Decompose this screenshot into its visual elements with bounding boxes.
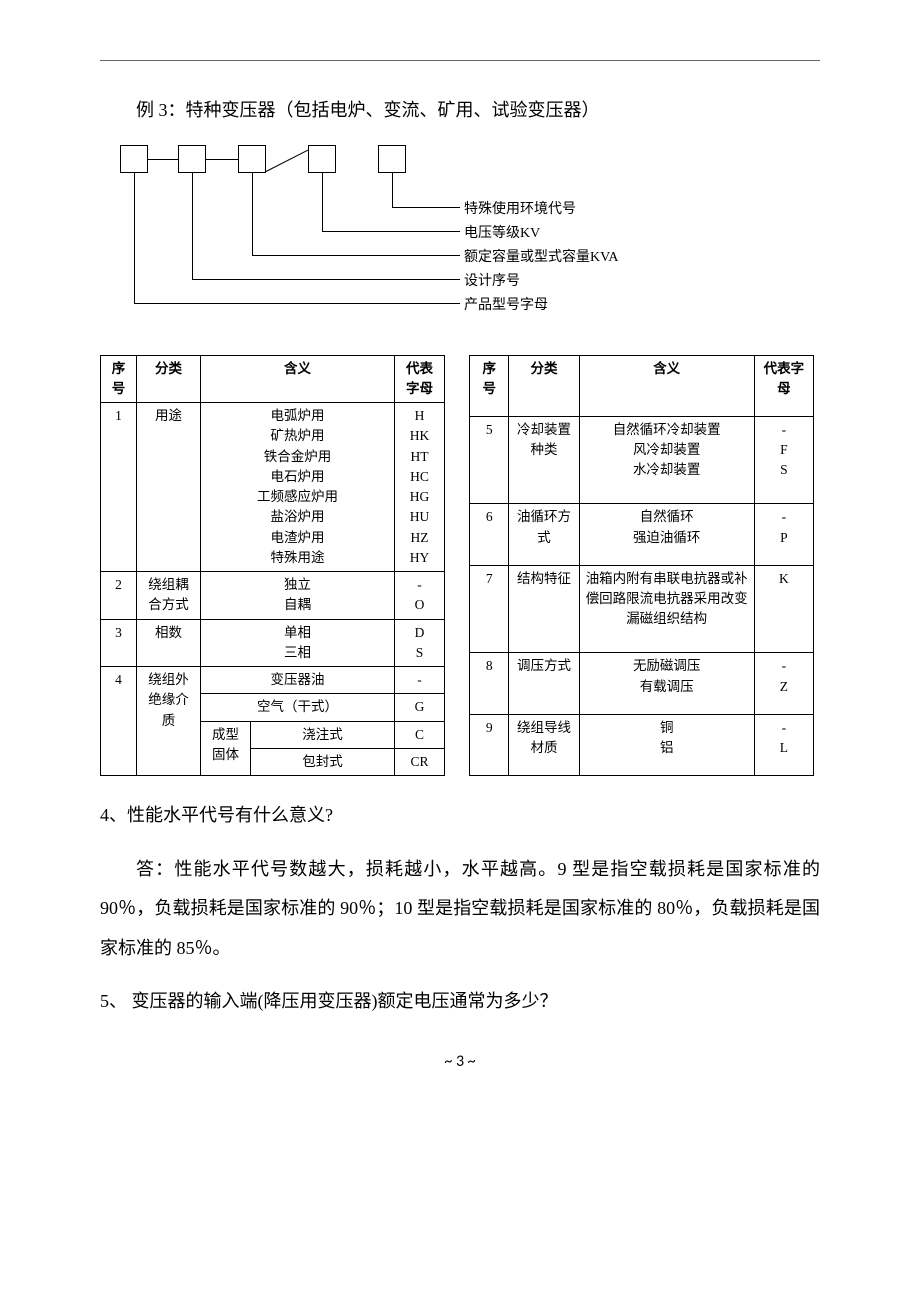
classification-table-left: 序号 分类 含义 代表字母 1 用途 电弧炉用 矿热炉用 铁合金炉用 电石炉用 … bbox=[100, 355, 445, 777]
diagram-box bbox=[238, 145, 266, 173]
th-cat: 分类 bbox=[137, 355, 201, 403]
question-5: 5、 变压器的输入端(降压用变压器)额定电压通常为多少？ bbox=[100, 982, 820, 1022]
diagram-lead bbox=[392, 207, 460, 208]
diagram-lead bbox=[252, 255, 460, 256]
th-code: 代表字母 bbox=[395, 355, 445, 403]
tables-container: 序号 分类 含义 代表字母 1 用途 电弧炉用 矿热炉用 铁合金炉用 电石炉用 … bbox=[100, 355, 820, 777]
cell-num: 5 bbox=[470, 416, 509, 504]
diagram-lead bbox=[192, 279, 460, 280]
cell-num: 4 bbox=[101, 667, 137, 776]
diagram-box bbox=[308, 145, 336, 173]
diagram-box bbox=[178, 145, 206, 173]
cell-code: - Z bbox=[754, 653, 813, 714]
cell-num: 3 bbox=[101, 619, 137, 667]
cell-mean: 自然循环冷却装置 风冷却装置 水冷却装置 bbox=[579, 416, 754, 504]
cell-cat: 相数 bbox=[137, 619, 201, 667]
table-row: 8 调压方式 无励磁调压 有载调压 - Z bbox=[470, 653, 814, 714]
cell-cat: 绕组耦合方式 bbox=[137, 572, 201, 620]
th-cat: 分类 bbox=[509, 355, 579, 416]
cell-code: - P bbox=[754, 504, 813, 565]
model-code-diagram: 特殊使用环境代号 电压等级KV 额定容量或型式容量KVA 设计序号 产品型号字母 bbox=[120, 145, 580, 335]
example3-heading: 例 3：特种变压器（包括电炉、变流、矿用、试验变压器） bbox=[100, 91, 820, 131]
cell-mean: 包封式 bbox=[251, 748, 395, 775]
cell-mean: 铜 铝 bbox=[579, 714, 754, 775]
cell-cat: 绕组外绝缘介质 bbox=[137, 667, 201, 776]
cell-code: - L bbox=[754, 714, 813, 775]
cell-mean: 无励磁调压 有载调压 bbox=[579, 653, 754, 714]
cell-num: 1 bbox=[101, 403, 137, 572]
th-mean: 含义 bbox=[201, 355, 395, 403]
cell-mean: 空气（干式） bbox=[201, 694, 395, 721]
cell-num: 2 bbox=[101, 572, 137, 620]
diagram-label-model: 产品型号字母 bbox=[464, 294, 548, 314]
table-row: 3 相数 单相 三相 D S bbox=[101, 619, 445, 667]
diagram-label-design: 设计序号 bbox=[464, 270, 520, 290]
document-page: 例 3：特种变压器（包括电炉、变流、矿用、试验变压器） 特殊使用环境代号 电压等… bbox=[0, 0, 920, 1111]
diagram-label-kv: 电压等级KV bbox=[464, 222, 540, 242]
diagram-label-env: 特殊使用环境代号 bbox=[464, 198, 576, 218]
cell-code: - bbox=[395, 667, 445, 694]
cell-cat: 绕组导线材质 bbox=[509, 714, 579, 775]
cell-mean: 自然循环 强迫油循环 bbox=[579, 504, 754, 565]
th-num: 序号 bbox=[470, 355, 509, 416]
cell-mean: 油箱内附有串联电抗器或补偿回路限流电抗器采用改变漏磁组织结构 bbox=[579, 565, 754, 653]
cell-code: H HK HT HC HG HU HZ HY bbox=[395, 403, 445, 572]
diagram-label-kva: 额定容量或型式容量KVA bbox=[464, 246, 619, 266]
cell-cat: 用途 bbox=[137, 403, 201, 572]
diagram-lead bbox=[192, 173, 193, 279]
cell-mean: 电弧炉用 矿热炉用 铁合金炉用 电石炉用 工频感应炉用 盐浴炉用 电渣炉用 特殊… bbox=[201, 403, 395, 572]
diagram-box bbox=[120, 145, 148, 173]
cell-num: 9 bbox=[470, 714, 509, 775]
cell-mean-sub: 成型固体 bbox=[201, 721, 251, 776]
cell-cat: 结构特征 bbox=[509, 565, 579, 653]
cell-code: CR bbox=[395, 748, 445, 775]
classification-table-right: 序号 分类 含义 代表字母 5 冷却装置种类 自然循环冷却装置 风冷却装置 水冷… bbox=[469, 355, 814, 777]
th-mean: 含义 bbox=[579, 355, 754, 416]
diagram-slash bbox=[266, 149, 309, 172]
table-row: 6 油循环方式 自然循环 强迫油循环 - P bbox=[470, 504, 814, 565]
cell-mean: 浇注式 bbox=[251, 721, 395, 748]
table-header-row: 序号 分类 含义 代表字母 bbox=[470, 355, 814, 416]
diagram-lead bbox=[392, 173, 393, 207]
question-4: 4、性能水平代号有什么意义? bbox=[100, 796, 820, 836]
diagram-lead bbox=[134, 303, 460, 304]
table-row: 4 绕组外绝缘介质 变压器油 - bbox=[101, 667, 445, 694]
page-number: ~ 3 ~ bbox=[100, 1052, 820, 1071]
diagram-lead bbox=[134, 173, 135, 303]
diagram-lead bbox=[322, 231, 460, 232]
cell-mean: 单相 三相 bbox=[201, 619, 395, 667]
cell-mean: 变压器油 bbox=[201, 667, 395, 694]
table-row: 5 冷却装置种类 自然循环冷却装置 风冷却装置 水冷却装置 - F S bbox=[470, 416, 814, 504]
diagram-connector bbox=[206, 159, 238, 160]
cell-code: K bbox=[754, 565, 813, 653]
cell-num: 6 bbox=[470, 504, 509, 565]
diagram-connector bbox=[148, 159, 178, 160]
diagram-box bbox=[378, 145, 406, 173]
th-num: 序号 bbox=[101, 355, 137, 403]
header-divider bbox=[100, 60, 820, 61]
cell-mean: 独立 自耦 bbox=[201, 572, 395, 620]
cell-code: C bbox=[395, 721, 445, 748]
table-row: 7 结构特征 油箱内附有串联电抗器或补偿回路限流电抗器采用改变漏磁组织结构 K bbox=[470, 565, 814, 653]
table-row: 9 绕组导线材质 铜 铝 - L bbox=[470, 714, 814, 775]
cell-code: - F S bbox=[754, 416, 813, 504]
diagram-lead bbox=[252, 173, 253, 255]
answer-4: 答：性能水平代号数越大，损耗越小，水平越高。9 型是指空载损耗是国家标准的 90… bbox=[100, 850, 820, 969]
cell-cat: 调压方式 bbox=[509, 653, 579, 714]
table-header-row: 序号 分类 含义 代表字母 bbox=[101, 355, 445, 403]
cell-code: - O bbox=[395, 572, 445, 620]
cell-code: G bbox=[395, 694, 445, 721]
table-row: 2 绕组耦合方式 独立 自耦 - O bbox=[101, 572, 445, 620]
cell-num: 8 bbox=[470, 653, 509, 714]
th-code: 代表字母 bbox=[754, 355, 813, 416]
cell-cat: 油循环方式 bbox=[509, 504, 579, 565]
table-row: 1 用途 电弧炉用 矿热炉用 铁合金炉用 电石炉用 工频感应炉用 盐浴炉用 电渣… bbox=[101, 403, 445, 572]
cell-num: 7 bbox=[470, 565, 509, 653]
diagram-lead bbox=[322, 173, 323, 231]
cell-cat: 冷却装置种类 bbox=[509, 416, 579, 504]
cell-code: D S bbox=[395, 619, 445, 667]
